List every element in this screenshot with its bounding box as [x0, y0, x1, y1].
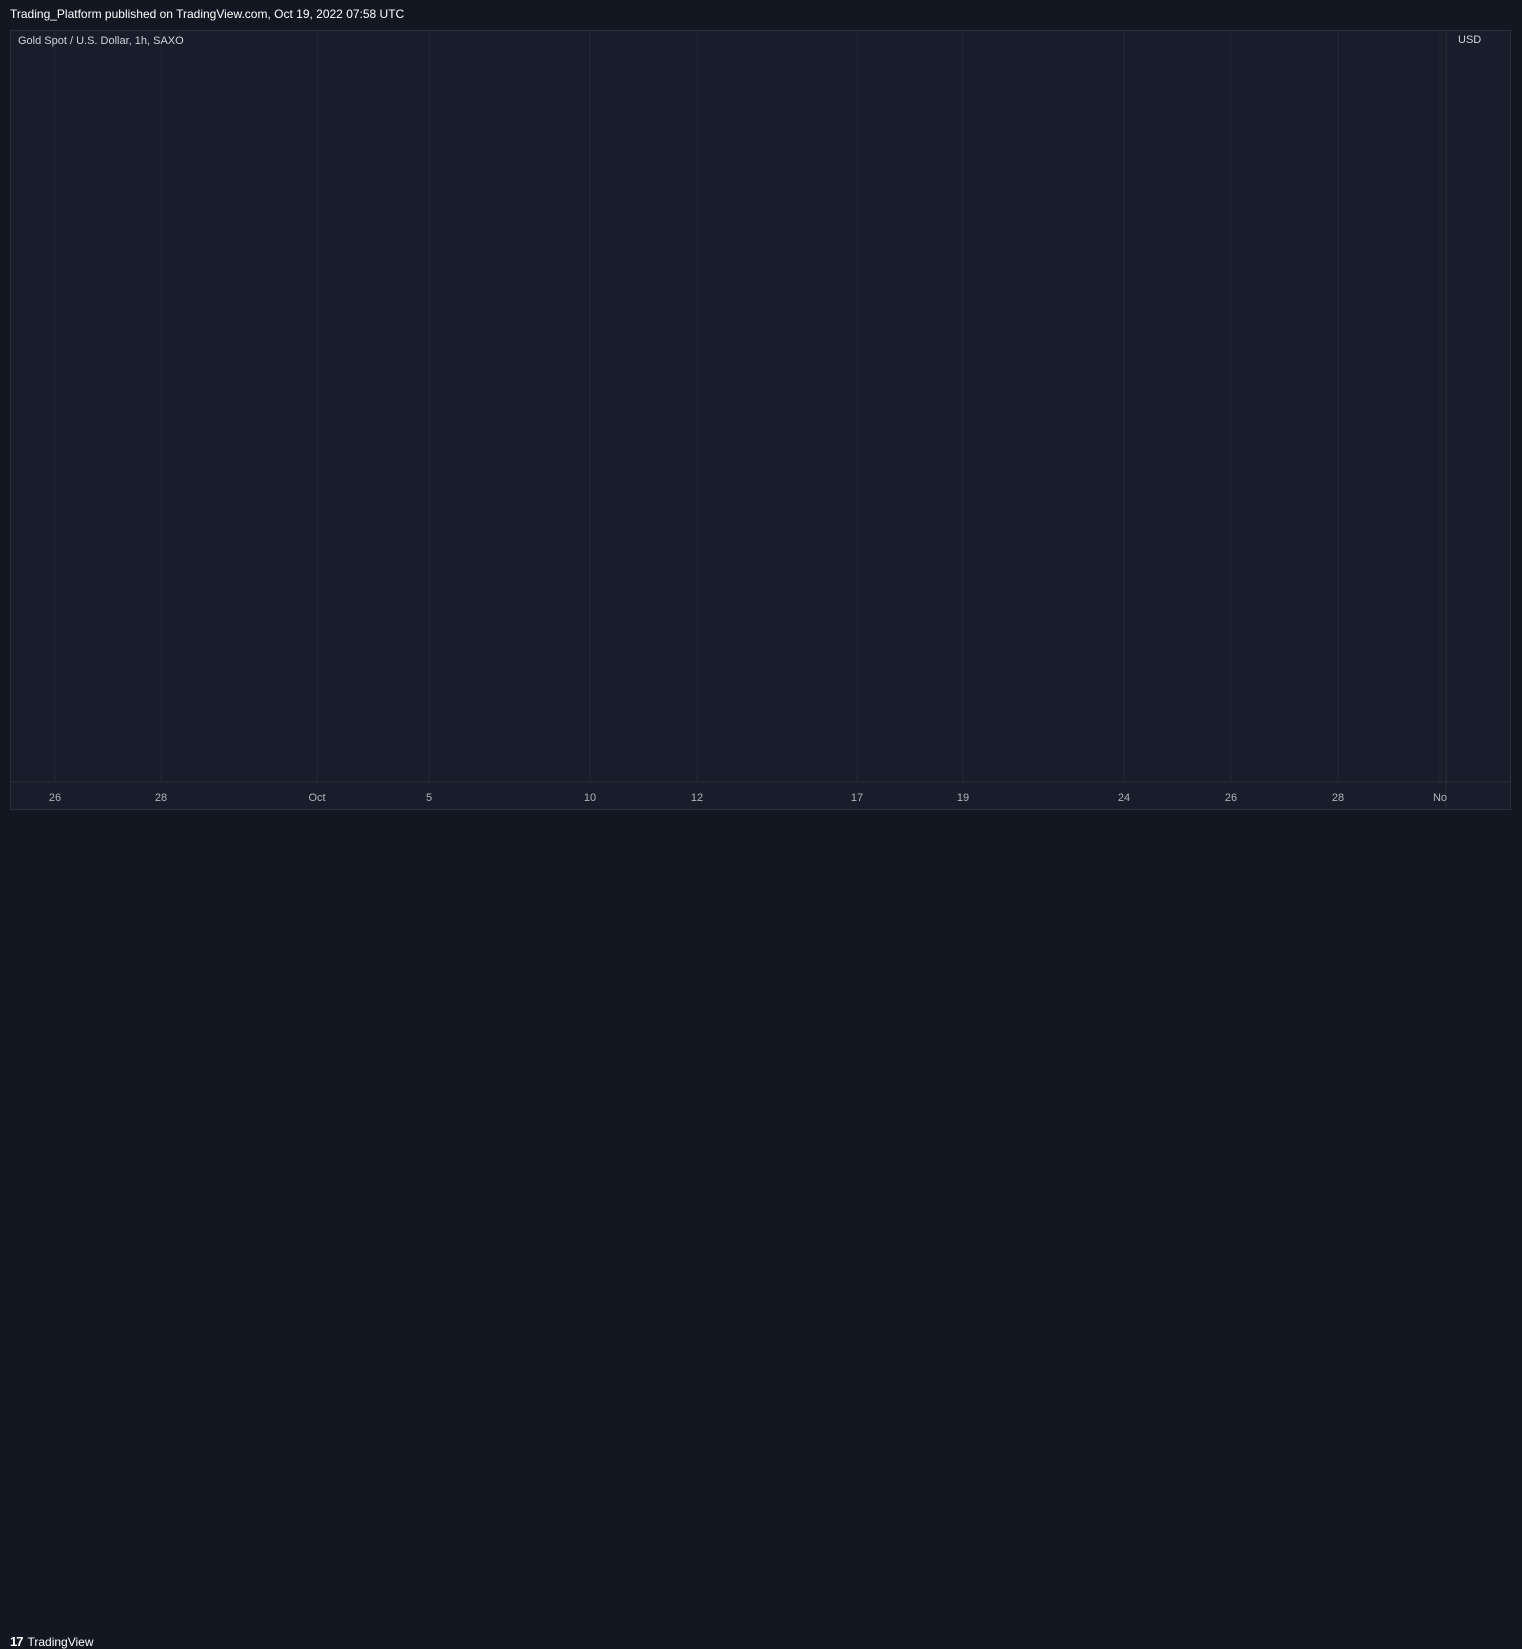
- tradingview-logo-icon: 17: [10, 1634, 24, 1649]
- time-tick-label: 5: [426, 792, 432, 804]
- grid: [10, 30, 1511, 810]
- time-tick-label: 19: [957, 792, 969, 804]
- brand-text: TradingView: [27, 1634, 94, 1649]
- time-tick-label: 26: [1225, 792, 1237, 804]
- symbol-title[interactable]: Gold Spot / U.S. Dollar, 1h, SAXO: [18, 35, 184, 47]
- time-tick-label: 10: [584, 792, 596, 804]
- time-tick-label: 28: [155, 792, 167, 804]
- time-tick-label: 28: [1332, 792, 1344, 804]
- currency-label: USD: [1458, 34, 1482, 46]
- time-tick-label: 24: [1118, 792, 1130, 804]
- time-tick-label: Oct: [308, 792, 325, 804]
- footer: 17 TradingView: [0, 812, 1522, 1649]
- chart-panel[interactable]: [10, 30, 1511, 810]
- time-tick-label: 12: [691, 792, 703, 804]
- publish-bar: Trading_Platform published on TradingVie…: [0, 0, 1522, 30]
- time-tick-label: No: [1433, 792, 1447, 804]
- time-axis[interactable]: 26 28 Oct 5 10 12 17 19 24 26 28 No: [49, 792, 1447, 804]
- brand[interactable]: 17 TradingView: [10, 1634, 94, 1649]
- time-tick-label: 17: [851, 792, 863, 804]
- time-tick-label: 26: [49, 792, 61, 804]
- price-chart[interactable]: 1610.001620.001630.001640.001650.001660.…: [0, 0, 1522, 847]
- publish-info: Trading_Platform published on TradingVie…: [10, 7, 405, 21]
